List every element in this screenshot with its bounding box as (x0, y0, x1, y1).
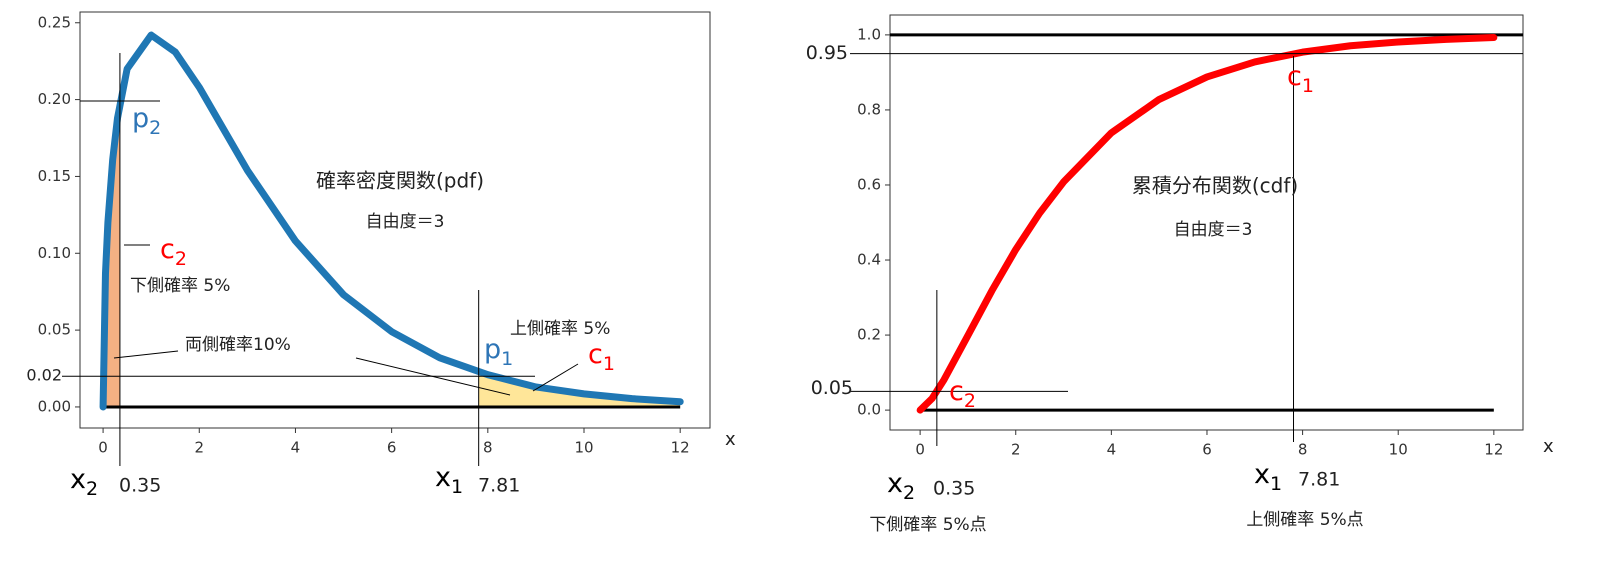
symbol-label: x2 (887, 468, 915, 504)
level-label: 0.02 (26, 366, 62, 385)
symbol-label: x1 (435, 462, 463, 498)
y-tick-label: 0.6 (857, 175, 881, 193)
symbol-sub: 1 (603, 353, 615, 375)
y-tick-label: 0.15 (38, 167, 71, 185)
x-tick-label: 6 (387, 439, 397, 457)
upper-label: 7.81 (478, 475, 520, 497)
x-tick-label: 0 (98, 439, 108, 457)
y-tick-label: 0.0 (857, 401, 881, 419)
annotation: 上側確率 5% (510, 319, 610, 339)
y-tick-label: 0.4 (857, 251, 881, 269)
x-tick-label: 0 (915, 441, 925, 459)
x-tick-label: 8 (483, 439, 493, 457)
annotation: 自由度＝3 (366, 212, 445, 232)
symbol-main: x (70, 464, 86, 495)
x-tick-label: 4 (1107, 441, 1117, 459)
annotation: 自由度＝3 (1174, 220, 1253, 240)
symbol-sub: 2 (149, 117, 161, 139)
y-tick-label: 0.10 (38, 244, 71, 262)
symbol-sub: 2 (903, 482, 915, 504)
annotation: 累積分布関数(cdf) (1132, 174, 1298, 198)
x-tick-label: 10 (574, 439, 593, 457)
symbol-sub: 1 (501, 348, 513, 370)
pointer (355, 357, 511, 396)
x-axis-label: x (1543, 436, 1554, 457)
symbol-main: x (1254, 459, 1270, 490)
x-tick-label: 8 (1298, 441, 1308, 459)
y-tick-label: 0.20 (38, 90, 71, 108)
symbol-label: p2 (132, 103, 161, 139)
symbol-main: c (588, 339, 603, 370)
symbol-sub: 2 (175, 248, 187, 270)
symbol-label: x2 (70, 464, 98, 500)
symbol-main: c (949, 376, 964, 407)
upper-label: 7.81 (1298, 469, 1340, 491)
symbol-sub: 1 (1302, 75, 1314, 97)
annotation: 上側確率 5%点 (1246, 510, 1363, 530)
annotation: 下側確率 5% (130, 276, 230, 296)
upper-p-label: 0.95 (806, 42, 848, 64)
curve (916, 34, 1498, 414)
symbol-label: x1 (1254, 459, 1282, 495)
x-tick-label: 2 (194, 439, 204, 457)
symbol-sub: 2 (86, 478, 98, 500)
x-tick-label: 4 (291, 439, 301, 457)
lower-label: 0.35 (119, 475, 161, 497)
symbol-sub: 1 (451, 476, 463, 498)
x-tick-label: 2 (1011, 441, 1021, 459)
symbol-label: c2 (949, 376, 976, 412)
x-tick-label: 12 (1484, 441, 1503, 459)
x-tick-label: 6 (1202, 441, 1212, 459)
annotation: 確率密度関数(pdf) (316, 169, 484, 193)
symbol-label: c1 (588, 339, 615, 375)
symbol-label: p1 (484, 334, 513, 370)
y-tick-label: 0.8 (857, 100, 881, 118)
symbol-main: p (132, 103, 149, 134)
plot-area (79, 11, 711, 429)
symbol-main: p (484, 334, 501, 365)
symbol-label: c1 (1287, 61, 1314, 97)
upper-tail (478, 371, 681, 407)
symbol-main: c (160, 234, 175, 265)
curve (99, 31, 684, 411)
symbol-sub: 2 (964, 390, 976, 412)
y-tick-label: 0.25 (38, 13, 71, 31)
pointer (532, 363, 579, 392)
x-axis-label: x (725, 429, 736, 450)
lower-p-label: 0.05 (811, 377, 853, 399)
y-tick-label: 0.05 (38, 321, 71, 339)
symbol-label: c2 (160, 234, 187, 270)
annotation: 下側確率 5%点 (869, 515, 986, 535)
y-tick-label: 1.0 (857, 25, 881, 43)
symbol-sub: 1 (1270, 473, 1282, 495)
symbol-main: c (1287, 61, 1302, 92)
y-tick-label: 0.2 (857, 326, 881, 344)
symbol-main: x (435, 462, 451, 493)
lower-label: 0.35 (933, 478, 975, 500)
x-tick-label: 10 (1389, 441, 1408, 459)
y-tick-label: 0.00 (38, 397, 71, 415)
pointer (113, 350, 179, 359)
x-tick-label: 12 (671, 439, 690, 457)
symbol-main: x (887, 468, 903, 499)
annotation: 両側確率10% (185, 335, 291, 355)
